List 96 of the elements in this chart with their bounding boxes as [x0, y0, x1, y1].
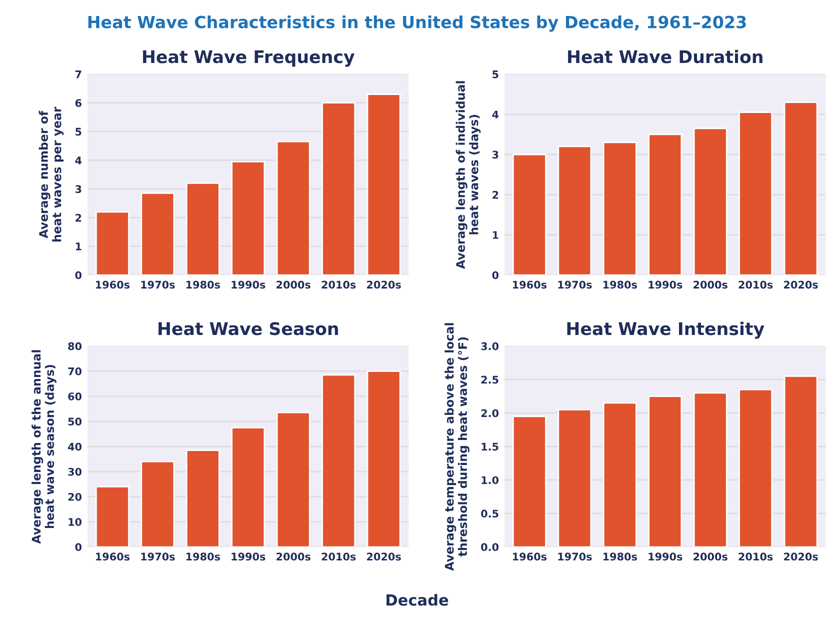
bar	[186, 450, 220, 547]
bar	[738, 388, 773, 547]
text: Heat Wave Characteristics in the United States by Decade, 1961–2023	[88, 15, 746, 32]
y-tick-label: 0	[75, 543, 82, 552]
chart-title: Heat Wave Intensity	[567, 322, 764, 339]
x-tick-label: 2000s	[694, 280, 728, 289]
chart-title: Heat Wave Frequency	[143, 50, 354, 67]
x-tick-label: 2010s	[322, 280, 356, 289]
y-tick-label: 2	[76, 214, 82, 222]
bar	[602, 402, 637, 547]
y-tick-label: 0.5	[481, 510, 498, 518]
y-axis-title: Average length of individual heat waves (days)	[456, 81, 481, 269]
bar	[322, 374, 356, 547]
y-tick-label: 2.0	[481, 409, 499, 418]
y-tick-label: 3	[492, 150, 498, 159]
bar	[558, 408, 592, 547]
bar	[366, 370, 401, 547]
y-tick-label: 1.5	[482, 442, 498, 451]
x-tick-label: 1960s	[96, 280, 130, 289]
chart-title: Heat Wave Duration	[568, 50, 762, 64]
y-tick-label: 5	[492, 70, 498, 78]
bar	[784, 376, 818, 547]
bar	[95, 486, 130, 547]
x-tick-label: 1980s	[186, 552, 220, 561]
x-tick-label: 2020s	[784, 552, 818, 561]
x-tick-label: 1970s	[141, 552, 175, 561]
text: Decade	[386, 594, 448, 606]
bar	[95, 211, 130, 276]
bar	[276, 412, 310, 547]
y-tick-label: 1	[76, 242, 82, 250]
bar	[648, 134, 682, 276]
y-tick-label: 1	[492, 231, 498, 239]
bar	[648, 396, 682, 547]
y-tick-label: 4	[75, 156, 82, 164]
x-tick-label: 2000s	[276, 280, 310, 289]
bar	[602, 142, 637, 276]
y-axis-title: Average length of the annual heat wave season (days)	[32, 350, 56, 544]
y-tick-label: 70	[68, 367, 82, 376]
x-tick-label: 1980s	[603, 280, 637, 289]
y-tick-label: 50	[68, 418, 82, 426]
chart-title: Heat Wave Season	[158, 322, 338, 336]
x-tick-label: 2010s	[738, 280, 773, 289]
x-tick-label: 2010s	[322, 552, 356, 561]
y-tick-label: 20	[68, 492, 82, 501]
x-tick-label: 2000s	[276, 552, 310, 561]
x-tick-label: 1970s	[141, 280, 175, 289]
bar	[231, 426, 266, 547]
bar	[276, 140, 310, 276]
bar	[186, 182, 220, 276]
x-tick-label: 2000s	[694, 552, 728, 561]
y-tick-label: 30	[68, 468, 82, 476]
y-tick-label: 5	[76, 128, 82, 136]
y-tick-label: 80	[68, 342, 82, 350]
bar	[322, 102, 356, 276]
x-tick-label: 1960s	[513, 280, 547, 289]
x-tick-label: 2020s	[367, 280, 401, 289]
y-tick-label: 4	[492, 110, 499, 118]
bar	[512, 416, 546, 547]
x-tick-label: 1970s	[558, 552, 592, 561]
y-tick-label: 0	[75, 271, 82, 280]
x-tick-label: 1990s	[648, 280, 682, 289]
x-tick-label: 1970s	[558, 280, 592, 289]
y-tick-label: 40	[68, 442, 82, 451]
y-tick-label: 1.0	[482, 476, 499, 484]
y-tick-label: 6	[75, 99, 82, 107]
bar	[784, 102, 818, 276]
bar	[738, 112, 773, 276]
bar	[512, 154, 546, 276]
x-tick-label: 2020s	[784, 280, 818, 289]
x-tick-label: 2020s	[367, 552, 401, 561]
y-tick-label: 60	[68, 392, 82, 400]
y-tick-label: 2	[492, 190, 498, 199]
x-tick-label: 1990s	[648, 552, 682, 561]
bar	[693, 392, 728, 547]
bar	[693, 128, 728, 276]
bar	[140, 192, 175, 276]
y-tick-label: 2.5	[481, 376, 498, 384]
bar	[231, 160, 266, 276]
y-tick-label: 0.0	[481, 543, 499, 552]
x-tick-label: 2010s	[738, 552, 773, 561]
x-tick-label: 1990s	[232, 552, 266, 561]
y-tick-label: 3.0	[481, 342, 499, 350]
y-axis-title: Average number of heat waves per year	[38, 106, 64, 242]
bar	[366, 94, 401, 276]
x-tick-label: 1960s	[513, 552, 547, 561]
x-tick-label: 1980s	[603, 552, 637, 561]
bar	[140, 460, 175, 547]
y-tick-label: 7	[75, 70, 82, 78]
y-tick-label: 10	[68, 518, 82, 526]
bar	[558, 146, 592, 276]
y-tick-label: 3	[75, 185, 82, 194]
x-tick-label: 1980s	[186, 280, 220, 289]
y-tick-label: 0	[492, 271, 499, 280]
x-tick-label: 1990s	[232, 280, 266, 289]
y-axis-title: Average temperature above the local threshold during heat waves (°F)	[444, 323, 470, 571]
x-tick-label: 1960s	[96, 552, 130, 561]
